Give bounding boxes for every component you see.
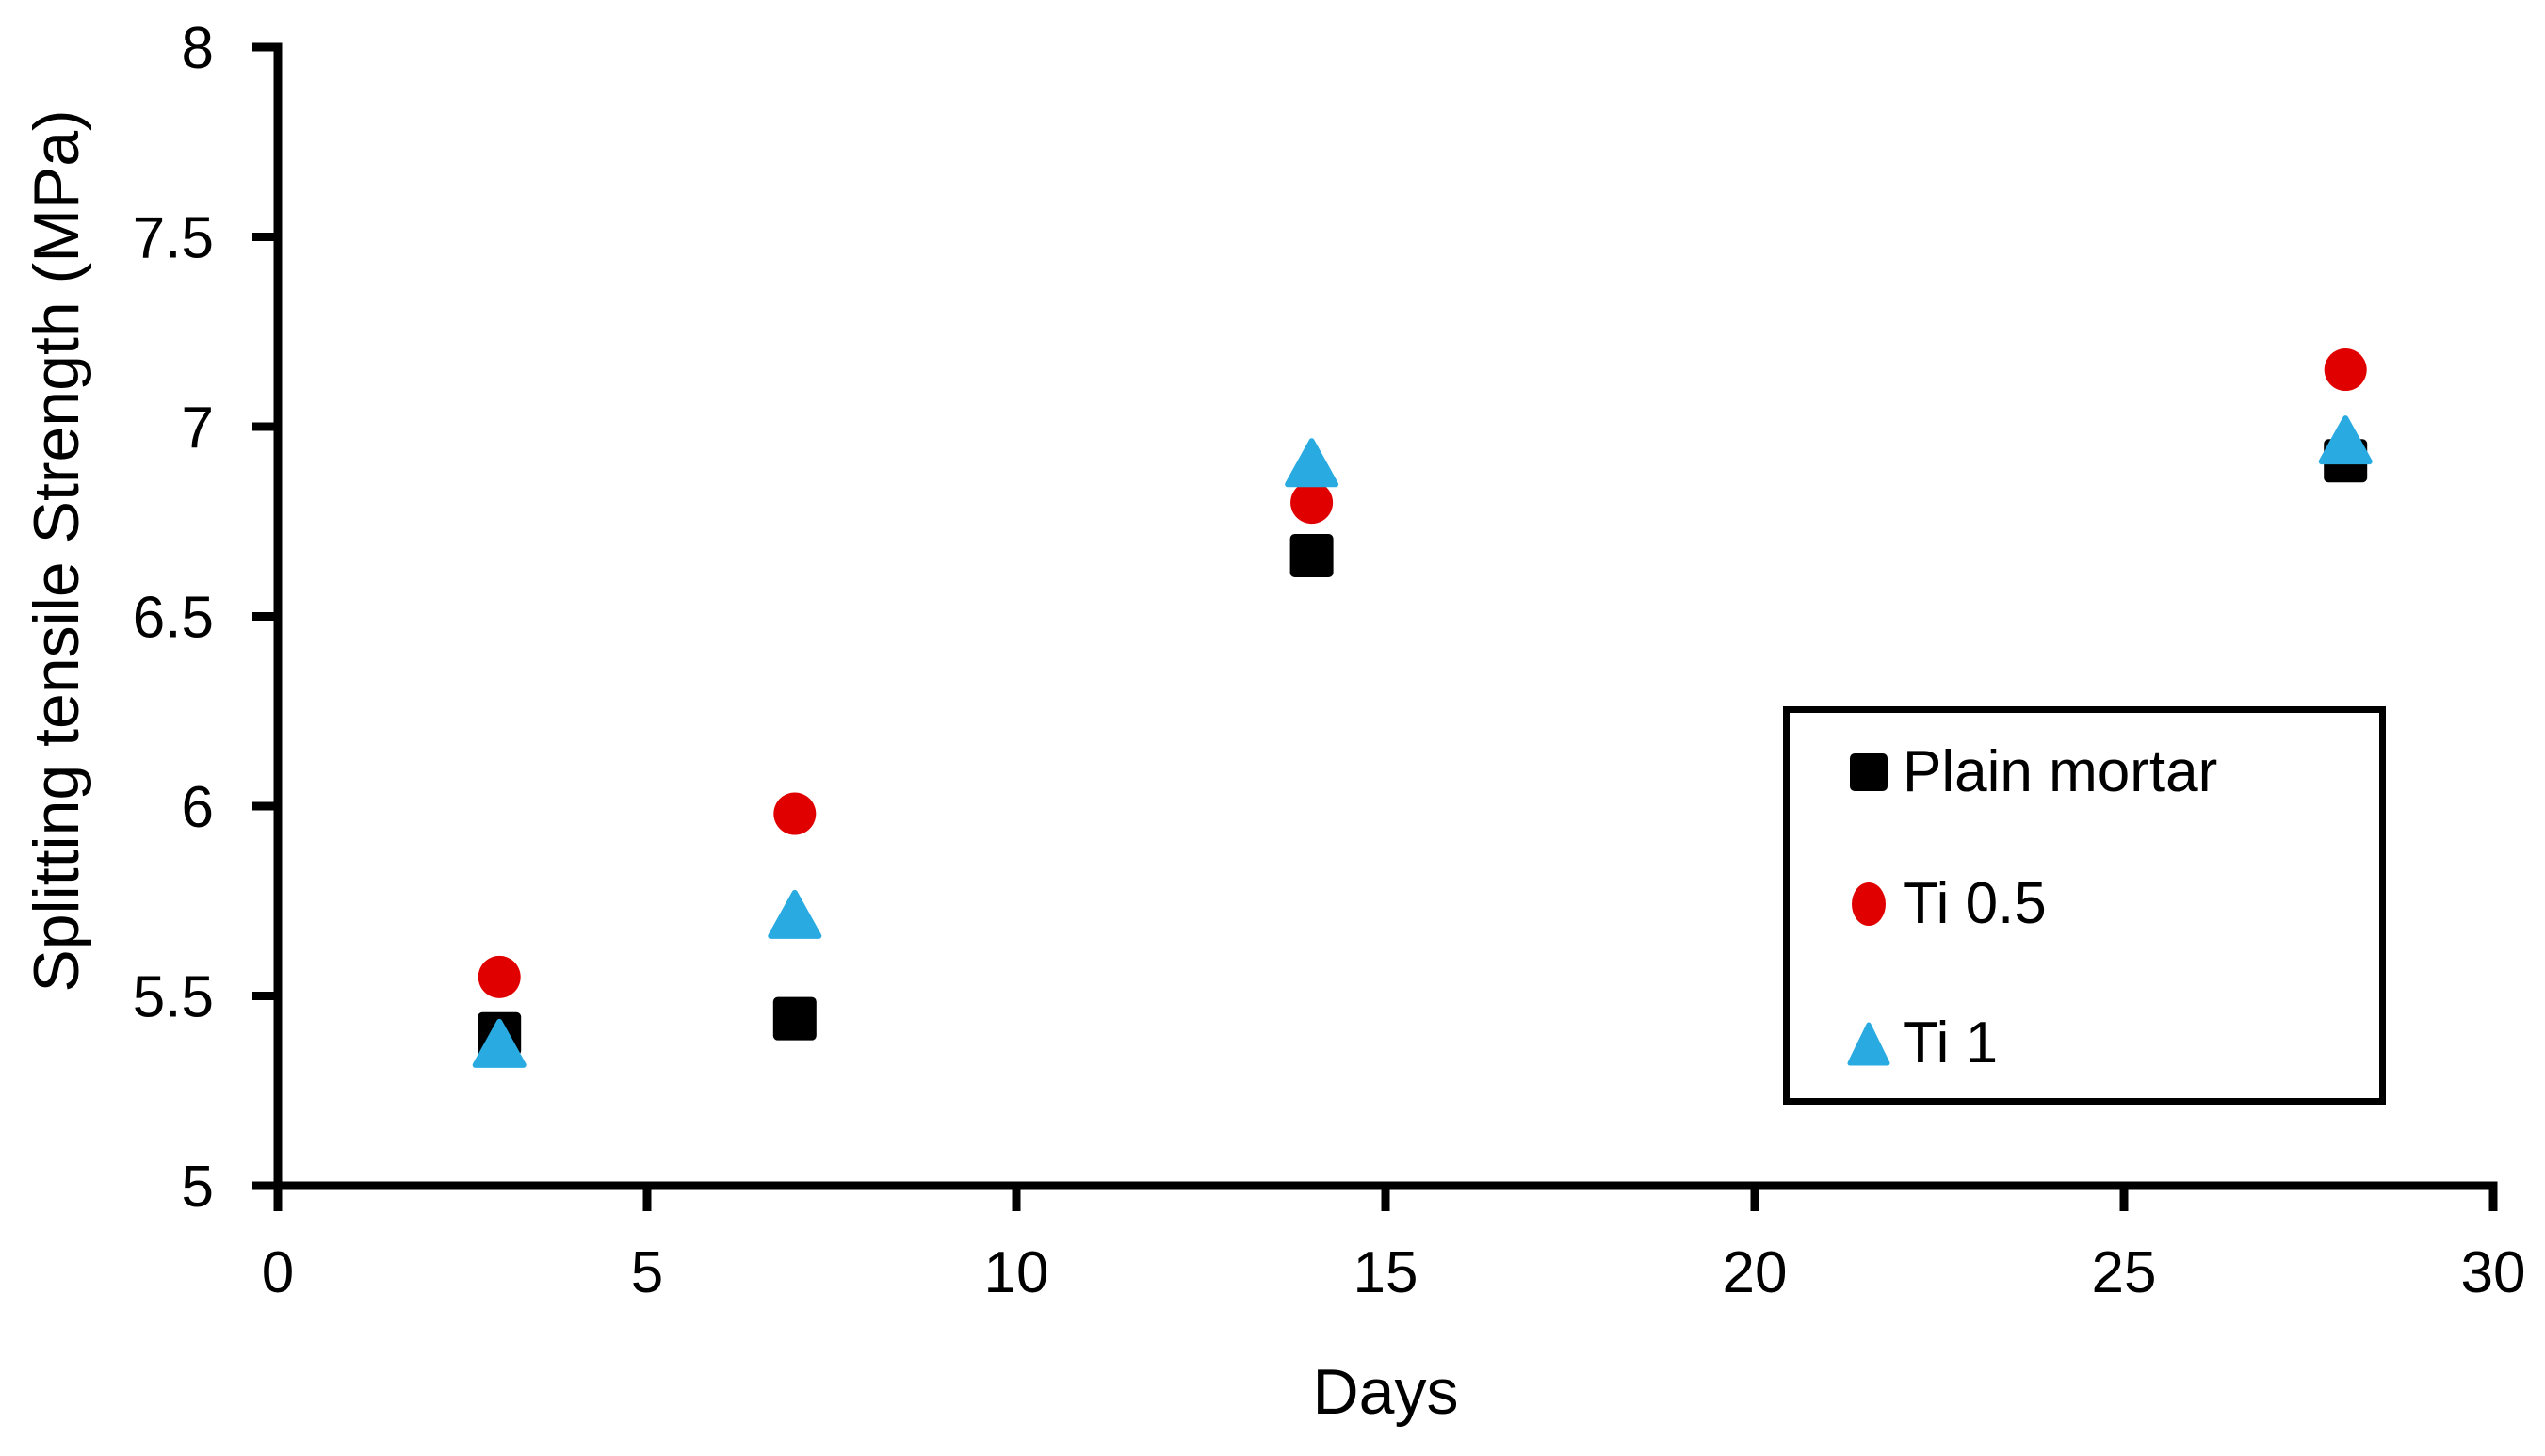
legend-item-plain-mortar: Plain mortar — [1790, 727, 2379, 817]
x-axis-title: Days — [1312, 1356, 1459, 1428]
x-tick-label: 0 — [262, 1240, 294, 1305]
marker-triangle — [472, 1018, 527, 1068]
legend-label: Ti 1 — [1903, 1011, 1999, 1076]
circle-marker-icon — [1852, 882, 1886, 926]
marker-square — [772, 996, 817, 1041]
y-tick-label: 5.5 — [133, 965, 214, 1030]
marker-circle — [773, 792, 817, 835]
x-tick-label: 20 — [1723, 1240, 1788, 1305]
y-tick-label: 5 — [182, 1155, 214, 1220]
y-tick-label: 7 — [182, 396, 214, 461]
square-marker-icon — [1850, 753, 1888, 791]
triangle-marker-icon — [1847, 1022, 1890, 1066]
x-tick-label: 30 — [2461, 1240, 2526, 1305]
marker-triangle — [2318, 415, 2373, 465]
marker-triangle — [768, 889, 822, 939]
circle-marker-shape — [1852, 882, 1886, 926]
x-tick-label: 25 — [2092, 1240, 2157, 1305]
x-tick-label: 5 — [631, 1240, 663, 1305]
legend-label: Plain mortar — [1903, 739, 2218, 804]
x-tick-label: 15 — [1354, 1240, 1418, 1305]
marker-circle — [2324, 348, 2367, 392]
y-tick-label: 7.5 — [133, 206, 214, 271]
legend-item-ti-1: Ti 1 — [1790, 998, 2379, 1089]
x-tick-label: 10 — [984, 1240, 1049, 1305]
marker-circle — [1290, 481, 1334, 525]
legend-label: Ti 0.5 — [1903, 871, 2047, 936]
y-tick-label: 8 — [182, 16, 214, 81]
y-axis-title: Splitting tensile Strength (MPa) — [21, 109, 92, 993]
square-marker-shape — [1850, 753, 1888, 791]
legend-item-ti-05: Ti 0.5 — [1790, 859, 2379, 949]
triangle-marker-shape — [1847, 1022, 1890, 1066]
marker-circle — [478, 955, 521, 998]
y-tick-label: 6 — [182, 775, 214, 840]
legend: Plain mortar Ti 0.5 Ti 1 — [1783, 706, 2386, 1105]
y-tick-label: 6.5 — [133, 586, 214, 651]
marker-triangle — [1285, 438, 1339, 488]
marker-square — [1289, 534, 1334, 578]
